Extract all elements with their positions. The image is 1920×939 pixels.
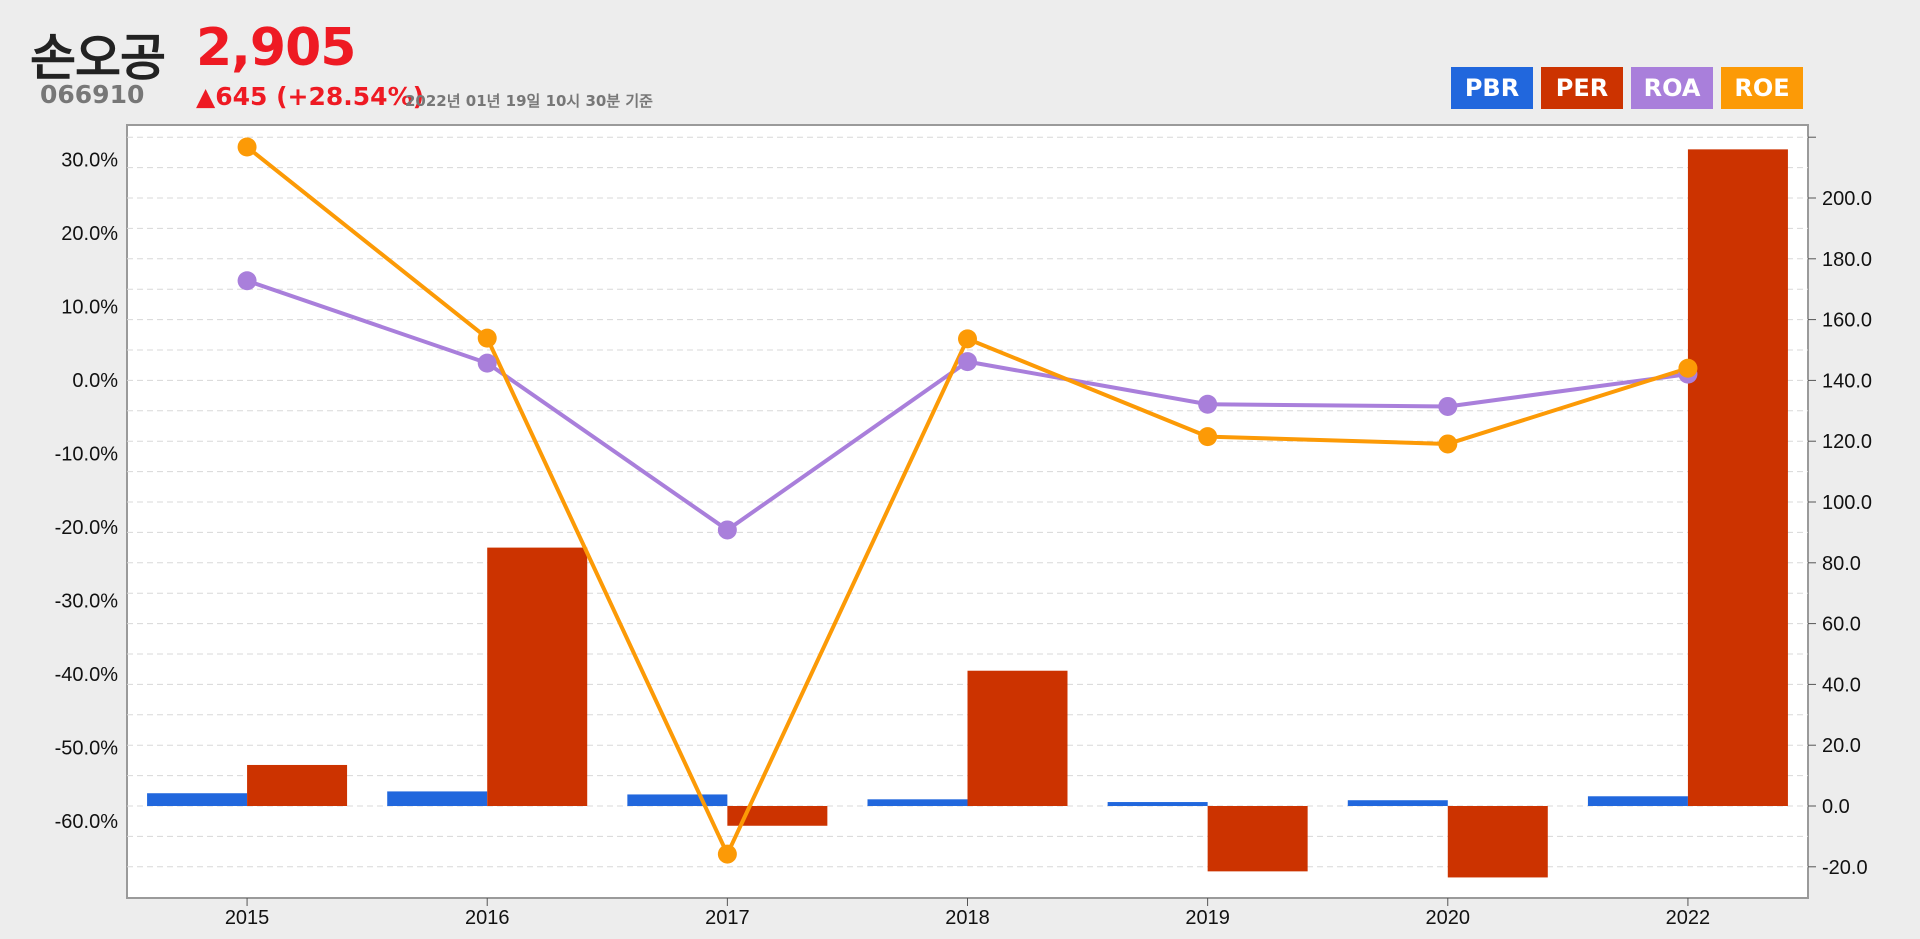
pbr-bar bbox=[1587, 796, 1688, 806]
x-tick-label: 2016 bbox=[465, 907, 510, 929]
roa-point bbox=[237, 271, 257, 291]
legend-per[interactable]: PER bbox=[1541, 67, 1623, 109]
right-tick-label: 180.0 bbox=[1822, 249, 1872, 271]
line-series bbox=[237, 137, 1698, 864]
right-axis: 200.0 180.0 160.0 140.0 120.0 100.0 80.0 60.0 40… bbox=[1808, 136, 1872, 879]
right-tick-label: 0.0 bbox=[1822, 796, 1850, 818]
roe-point bbox=[1678, 358, 1698, 378]
roa-point bbox=[717, 520, 737, 540]
roe-point bbox=[1438, 434, 1458, 454]
roe-point bbox=[958, 329, 977, 349]
right-tick-label: 80.0 bbox=[1822, 553, 1861, 575]
right-tick-label: 200.0 bbox=[1822, 188, 1872, 210]
left-tick-label: -10.0% bbox=[55, 444, 119, 466]
legend-roa[interactable]: ROA bbox=[1631, 67, 1713, 109]
right-tick-label: 60.0 bbox=[1822, 614, 1861, 636]
left-tick-label: -20.0% bbox=[55, 517, 119, 539]
per-bar bbox=[247, 764, 348, 806]
x-tick-label: 2020 bbox=[1426, 907, 1471, 929]
left-tick-label: 20.0% bbox=[61, 223, 118, 245]
legend-pbr[interactable]: PBR bbox=[1451, 67, 1533, 109]
pbr-bar bbox=[867, 799, 968, 806]
left-tick-label: 30.0% bbox=[61, 150, 118, 172]
x-axis: 2015 2016 2017 2018 2019 2020 2022 bbox=[225, 898, 1710, 929]
roa-point bbox=[477, 353, 497, 373]
stock-name: 손오공 bbox=[30, 29, 166, 87]
right-tick-label: 140.0 bbox=[1822, 370, 1872, 392]
bar-series bbox=[147, 149, 1788, 878]
per-bar bbox=[487, 547, 588, 806]
roe-point bbox=[237, 137, 257, 157]
current-price: 2,905 bbox=[196, 18, 356, 78]
roe-point bbox=[717, 844, 737, 864]
per-bar bbox=[1447, 806, 1548, 878]
left-tick-label: -50.0% bbox=[55, 738, 119, 760]
timestamp: 2022년 01년 19일 10시 30분 기준 bbox=[405, 92, 653, 110]
left-tick-label: 10.0% bbox=[61, 297, 118, 319]
right-tick-label: 40.0 bbox=[1822, 674, 1861, 696]
left-tick-label: 0.0% bbox=[72, 370, 118, 392]
per-bar bbox=[1687, 149, 1788, 807]
pbr-bar bbox=[387, 791, 488, 806]
per-bar bbox=[727, 806, 828, 826]
pbr-bar bbox=[1107, 802, 1208, 806]
x-tick-label: 2022 bbox=[1666, 907, 1711, 929]
roa-point bbox=[1438, 396, 1458, 416]
x-tick-label: 2018 bbox=[945, 907, 990, 929]
right-tick-label: 120.0 bbox=[1822, 431, 1872, 453]
x-tick-label: 2017 bbox=[705, 907, 750, 929]
right-tick-label: -20.0 bbox=[1822, 857, 1868, 879]
right-tick-label: 100.0 bbox=[1822, 492, 1872, 514]
x-tick-label: 2019 bbox=[1185, 907, 1230, 929]
pbr-bar bbox=[627, 794, 728, 806]
left-tick-label: -60.0% bbox=[55, 811, 119, 833]
x-tick-label: 2015 bbox=[225, 907, 270, 929]
price-change: ▲645 (+28.54%) bbox=[196, 82, 425, 111]
per-bar bbox=[1207, 806, 1308, 872]
right-tick-label: 20.0 bbox=[1822, 735, 1861, 757]
legend-roe[interactable]: ROE bbox=[1721, 67, 1803, 109]
per-bar bbox=[967, 670, 1068, 806]
left-axis: 30.0% 20.0% 10.0% 0.0% -10.0% -20.0% -30.0% -40… bbox=[55, 150, 119, 834]
chart-legend: PBR PER ROA ROE bbox=[1451, 67, 1803, 109]
left-tick-label: -30.0% bbox=[55, 591, 119, 613]
pbr-bar bbox=[147, 793, 248, 806]
roa-point bbox=[958, 352, 977, 372]
right-tick-label: 160.0 bbox=[1822, 310, 1872, 332]
left-tick-label: -40.0% bbox=[55, 664, 119, 686]
roe-point bbox=[477, 328, 497, 348]
roa-point bbox=[1198, 394, 1218, 414]
roe-point bbox=[1198, 427, 1218, 447]
pbr-bar bbox=[1347, 800, 1448, 806]
stock-code: 066910 bbox=[40, 80, 145, 109]
